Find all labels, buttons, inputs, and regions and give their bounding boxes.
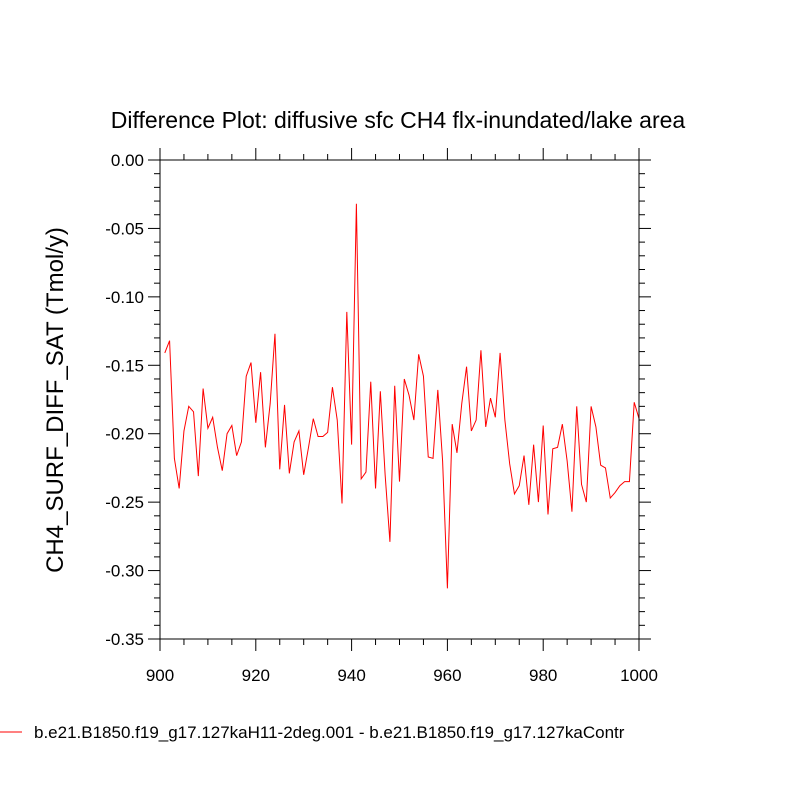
y-tick-label: -0.05	[105, 219, 144, 238]
legend: b.e21.B1850.f19_g17.127kaH11-2deg.001 - …	[0, 723, 625, 742]
data-line	[164, 203, 640, 589]
y-tick-label: -0.25	[105, 493, 144, 512]
y-tick-label: -0.15	[105, 356, 144, 375]
x-tick-label: 940	[337, 666, 365, 685]
y-tick-label: -0.35	[105, 630, 144, 649]
y-axis-label: CH4_SURF_DIFF_SAT (Tmol/y)	[42, 227, 69, 573]
legend-label: b.e21.B1850.f19_g17.127kaH11-2deg.001 - …	[34, 723, 625, 742]
y-tick-label: -0.30	[105, 562, 144, 581]
y-tick-label: -0.20	[105, 425, 144, 444]
x-tick-label: 1000	[620, 666, 658, 685]
plot-frame	[159, 159, 640, 640]
x-tick-label: 960	[433, 666, 461, 685]
y-tick-label: -0.10	[105, 288, 144, 307]
x-tick-label: 980	[529, 666, 557, 685]
y-tick-label: 0.00	[111, 151, 144, 170]
chart-title: Difference Plot: diffusive sfc CH4 flx-i…	[111, 107, 686, 133]
x-tick-label: 920	[242, 666, 270, 685]
x-tick-label: 900	[146, 666, 174, 685]
y-axis-ticks: 0.00 -0.05 -0.10 -0.15 -0.20 -0.25 -0.30 -0.35	[105, 151, 651, 649]
x-axis-ticks: 900 920 940 960 980 1000	[146, 148, 658, 685]
